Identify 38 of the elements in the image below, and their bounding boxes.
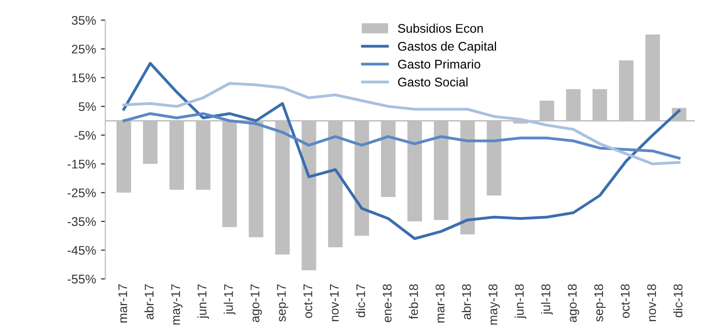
y-tick-label: 5% <box>78 102 96 112</box>
x-tick-label: ene-18 <box>382 284 392 322</box>
x-tick-label: may-18 <box>488 284 500 325</box>
y-tick-label: -35% <box>68 217 96 226</box>
x-tick-label: feb-18 <box>408 284 418 320</box>
y-tick-label: -15% <box>68 160 96 169</box>
line-series <box>122 112 681 160</box>
y-tick-label: -45% <box>68 246 96 255</box>
x-tick-label: may-17 <box>171 284 183 325</box>
x-tick-label: ago-18 <box>568 284 580 322</box>
x-tick-label: oct-18 <box>620 284 630 318</box>
legend-label: Gasto Primario <box>398 59 480 69</box>
x-tick-label: abr-17 <box>144 284 154 320</box>
x-tick-label: jun-18 <box>514 284 526 319</box>
x-tick-label: nov-17 <box>330 284 339 322</box>
line-series <box>122 62 681 240</box>
x-tick-label: dic-17 <box>356 284 366 318</box>
x-tick-label: mar-17 <box>118 284 128 322</box>
x-tick-label: oct-17 <box>304 284 312 318</box>
x-tick-label: abr-18 <box>462 284 471 320</box>
y-tick-label: 15% <box>72 74 96 82</box>
y-tick-label: 25% <box>72 44 96 54</box>
x-tick-label: nov-18 <box>647 284 656 322</box>
y-tick-label: -55% <box>68 274 96 284</box>
legend-label: Gastos de Capital <box>398 42 496 54</box>
x-tick-label: jul-18 <box>541 284 553 315</box>
y-tick-label: -25% <box>68 188 96 198</box>
legend-label: Gasto Social <box>398 77 468 87</box>
x-tick-label: dic-18 <box>673 284 682 318</box>
x-tick-label: sep-17 <box>277 284 288 322</box>
x-tick-label: mar-18 <box>436 284 444 322</box>
x-tick-label: sep-18 <box>594 284 606 322</box>
x-tick-label: ago-17 <box>250 284 262 322</box>
y-tick-label: 35% <box>72 16 96 25</box>
x-tick-label: jul-17 <box>224 284 236 315</box>
y-tick-label: -5% <box>74 131 96 140</box>
legend-label: Subsidios Econ <box>398 24 483 33</box>
x-tick-label: jun-17 <box>197 284 209 319</box>
